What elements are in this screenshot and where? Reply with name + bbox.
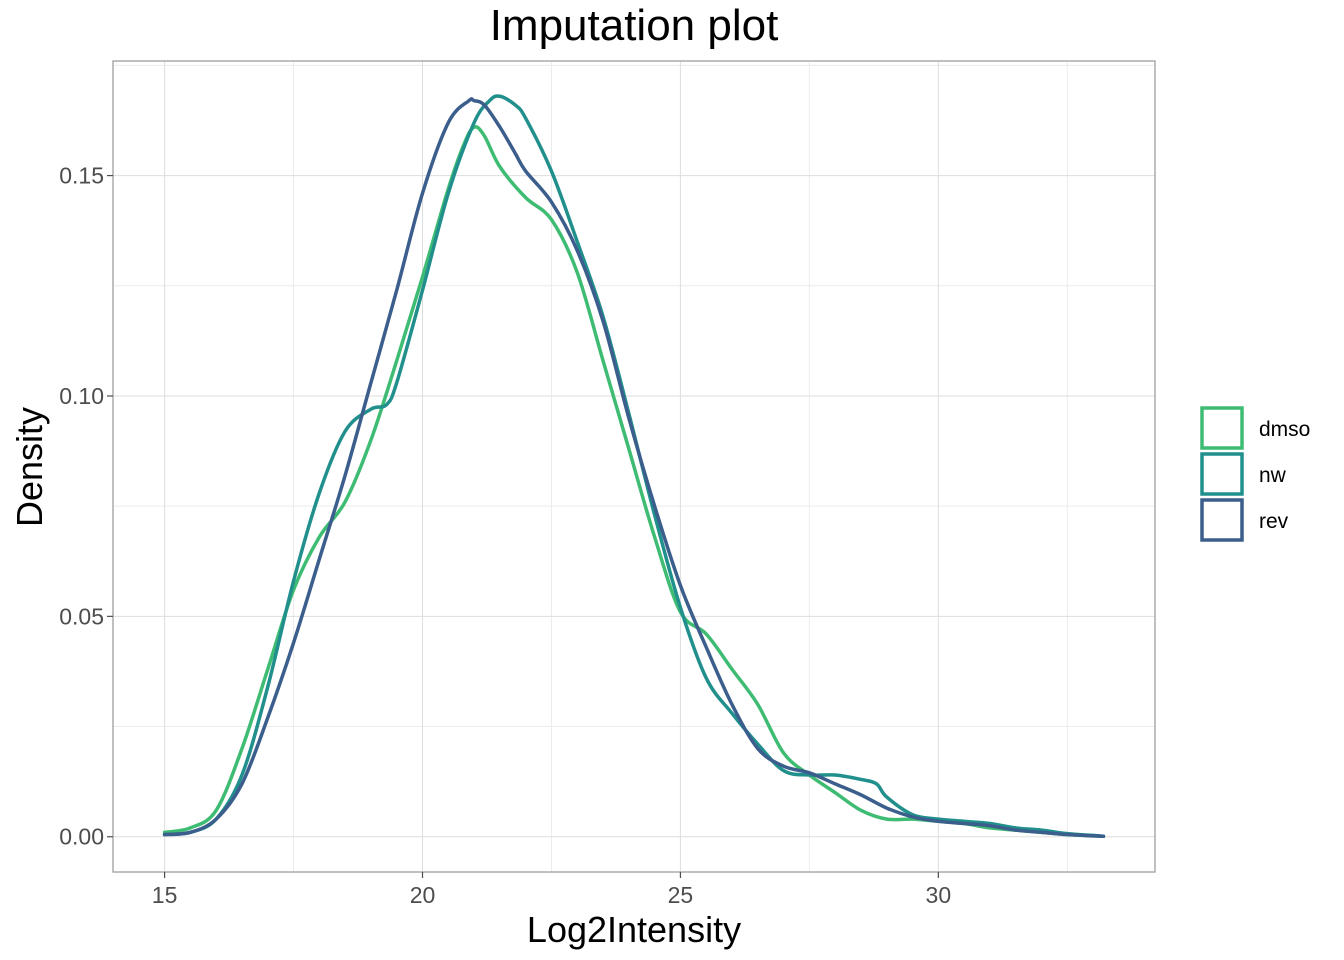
y-tick-label: 0.05 [59,603,104,629]
axis-ticks [107,174,939,878]
x-axis-title: Log2Intensity [527,909,741,950]
x-tick-label: 15 [152,882,178,908]
x-tick-label: 30 [926,882,952,908]
y-tick-labels: 0.00 0.05 0.10 0.15 [59,163,104,850]
y-axis-title: Density [9,407,50,527]
legend-key-nw [1200,452,1244,496]
legend-label-dmso: dmso [1259,418,1310,441]
series-line-dmso [162,125,1106,839]
legend-label-rev: rev [1259,510,1289,533]
x-tick-labels: 15 20 25 30 [152,882,951,908]
y-tick-label: 0.15 [59,163,104,189]
legend: dmso nw rev [1200,406,1310,542]
chart-title: Imputation plot [490,1,779,50]
series-line-rev [162,97,1106,839]
x-tick-label: 20 [410,882,436,908]
y-tick-label: 0.00 [59,824,104,850]
legend-key-dmso [1200,406,1244,450]
y-tick-label: 0.10 [59,383,104,409]
legend-key-rev [1200,498,1244,542]
panel-border [112,60,1156,873]
grid [113,61,1155,872]
series-lines [162,94,1106,839]
legend-label-nw: nw [1259,464,1287,487]
x-tick-label: 25 [668,882,694,908]
